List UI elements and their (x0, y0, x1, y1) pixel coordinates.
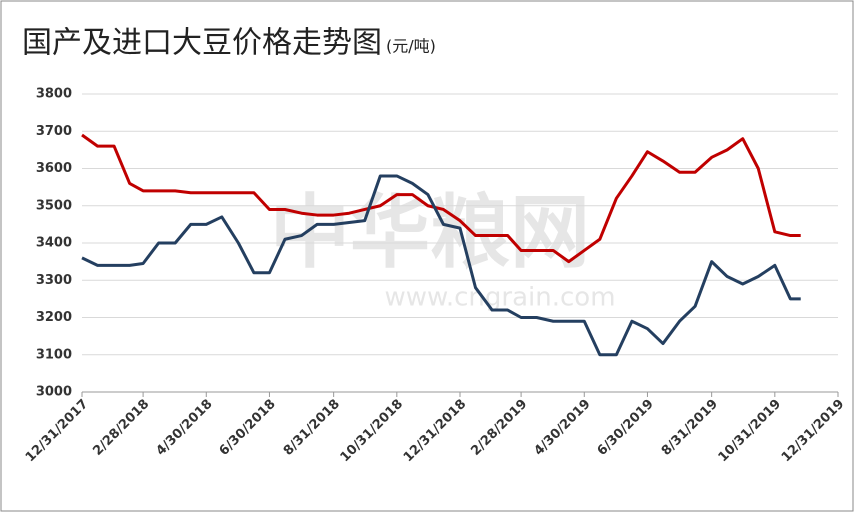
y-tick-label: 3500 (36, 198, 72, 213)
series-line (81, 174, 801, 357)
y-tick-label: 3400 (36, 236, 72, 251)
y-tick-label: 3800 (36, 87, 72, 102)
y-tick-label: 3100 (36, 347, 72, 362)
watermark-url: www.cngrain.com (384, 283, 615, 313)
y-tick-label: 3700 (36, 124, 72, 139)
y-tick-label: 3200 (36, 310, 72, 325)
y-tick-label: 3600 (36, 161, 72, 176)
chart-title: 国产及进口大豆价格走势图 (22, 26, 382, 61)
chart-unit: (元/吨) (386, 37, 436, 56)
y-tick-label: 3300 (36, 273, 72, 288)
series-line (81, 133, 801, 264)
y-tick-label: 3000 (36, 385, 72, 400)
